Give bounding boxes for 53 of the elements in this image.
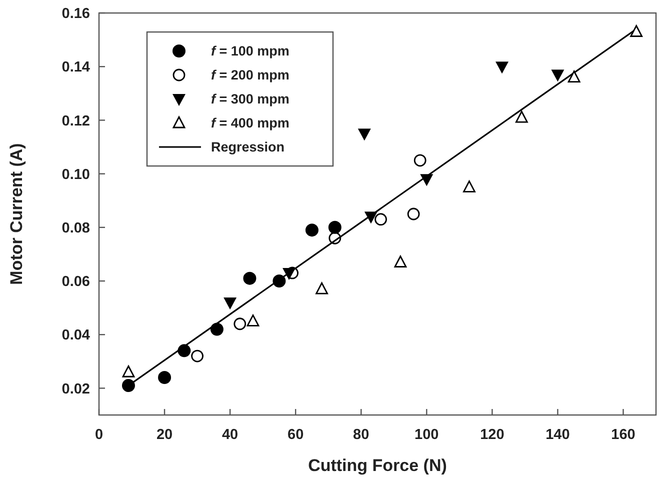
point [305,224,318,237]
point [407,208,420,220]
x-tick-label: 40 [222,427,238,443]
x-tick-label: 80 [353,427,370,443]
x-tick-label: 0 [94,427,104,443]
x-tick-label: 140 [546,427,570,443]
point [374,213,387,226]
y-tick-label: 0.06 [62,274,90,290]
point [551,70,564,82]
legend-label: f = 300 mpm [211,92,290,107]
y-tick-label: 0.16 [62,6,90,22]
point [178,344,191,358]
y-axis-title: Motor Current (A) [7,143,26,285]
x-tick-label: 20 [156,427,173,443]
x-tick-label: 120 [480,427,504,443]
x-tick-label: 100 [414,427,439,443]
y-tick-label: 0.08 [62,220,90,236]
point [224,297,237,310]
x-tick-label: 60 [288,427,304,443]
y-tick-label: 0.10 [62,166,90,183]
point [358,128,371,141]
point [414,154,426,167]
point [463,180,476,192]
x-axis-title: Cutting Force (N) [308,456,447,475]
point [122,365,135,378]
point [328,220,342,234]
x-tick-label: 160 [611,427,636,443]
y-tick-label: 0.04 [62,328,90,344]
point [158,370,172,384]
point [328,232,342,244]
point [316,282,328,294]
point [364,212,378,224]
legend-label: f = 100 mpm [211,44,290,59]
legend-label: f = 400 mpm [211,116,290,131]
legend-label: Regression [211,140,285,155]
point [496,62,509,74]
point [420,174,434,186]
point [394,256,407,268]
y-tick-label: 0.14 [62,60,90,76]
legend-label: f = 200 mpm [211,68,290,83]
point [515,110,528,123]
point [568,70,580,83]
point [243,272,256,285]
point [122,379,135,392]
point [246,314,260,326]
point [234,318,246,330]
point [191,350,204,362]
point [272,274,286,288]
point [210,322,224,336]
point [286,266,299,280]
point [630,25,643,37]
y-tick-label: 0.02 [62,381,90,398]
y-tick-label: 0.12 [62,113,90,130]
